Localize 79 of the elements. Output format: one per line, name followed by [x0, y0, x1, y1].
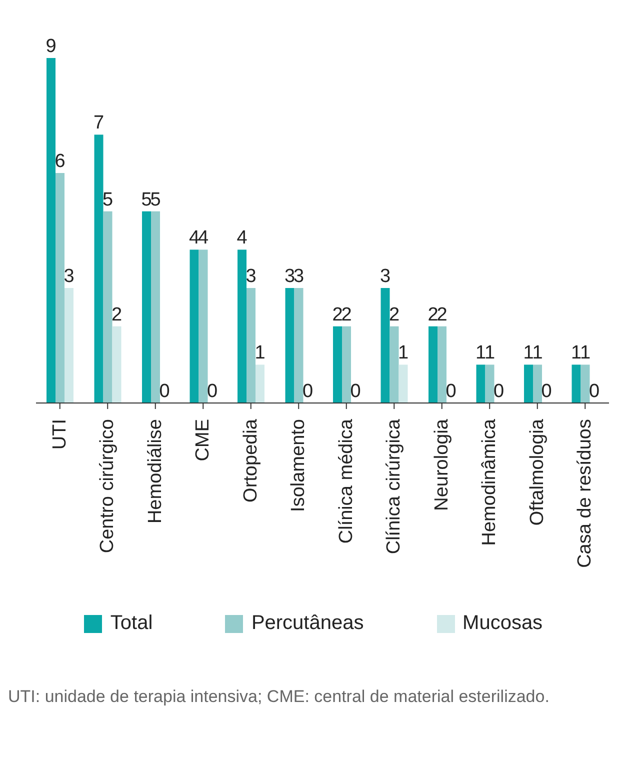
bar [580, 364, 590, 403]
bar [428, 326, 438, 403]
data-label: 1 [580, 342, 591, 364]
data-label: 6 [54, 151, 66, 172]
bar [533, 364, 542, 403]
x-tick-label: Oftalmologia [526, 418, 548, 526]
bar [94, 134, 104, 403]
data-label: 0 [541, 381, 552, 402]
data-label: 1 [523, 342, 534, 364]
data-label: 5 [150, 189, 161, 210]
x-tick-label: Isolamento [288, 419, 310, 512]
x-tick-label: CME [192, 419, 214, 462]
bar [64, 288, 74, 403]
data-label: 0 [588, 381, 600, 402]
data-label: 0 [159, 381, 170, 402]
data-label: 0 [206, 381, 218, 402]
data-label: 4 [198, 228, 209, 249]
data-label: 0 [350, 381, 361, 402]
data-label: 2 [436, 304, 448, 326]
bar [285, 288, 294, 403]
data-label: 3 [284, 266, 296, 287]
x-tick-label: Clínica médica [336, 418, 357, 544]
bar [524, 364, 534, 403]
x-tick-label: Ortopedia [240, 418, 262, 502]
data-label: 2 [332, 304, 343, 326]
bar [238, 250, 247, 403]
bar [398, 364, 408, 403]
bar [572, 364, 581, 403]
text: UTI: unidade de terapia intensiva; CME: central de material esterilizado. [8, 686, 550, 708]
data-label: 4 [188, 228, 200, 249]
bar [112, 326, 122, 403]
data-label: 3 [246, 266, 256, 287]
legend-label: Total [110, 612, 153, 635]
bar [485, 364, 494, 403]
data-label: 0 [302, 381, 314, 402]
bar [142, 211, 152, 403]
data-label: 0 [493, 381, 504, 402]
data-label: 7 [93, 112, 104, 134]
data-label: 9 [46, 36, 56, 57]
data-label: 1 [570, 342, 582, 364]
data-label: 3 [64, 266, 74, 287]
bar [476, 364, 486, 403]
x-tick-label: Neurologia [431, 418, 452, 511]
data-label: 2 [111, 304, 122, 326]
data-label: 0 [446, 381, 456, 402]
bar [198, 250, 208, 403]
x-tick-label: Hemodiálise [144, 419, 166, 524]
legend-label: Percutâneas [251, 612, 364, 635]
bar [380, 288, 390, 403]
data-label: 1 [532, 342, 543, 364]
bar [390, 326, 399, 403]
legend-label: Mucosas [462, 612, 543, 635]
bar [294, 288, 304, 403]
x-tick-label: UTI [49, 419, 70, 450]
bar [333, 326, 342, 403]
data-label: 1 [484, 342, 496, 364]
x-tick-label: Casa de resíduos [574, 419, 596, 568]
data-label: 1 [475, 342, 486, 364]
x-tick-label: Centro cirúrgico [97, 419, 118, 554]
data-label: 4 [236, 228, 248, 249]
bar [56, 173, 65, 403]
data-label: 2 [388, 304, 400, 326]
bar [256, 364, 265, 403]
bar [151, 211, 160, 403]
data-label: 2 [341, 304, 352, 326]
bar [103, 211, 112, 403]
data-label: 1 [254, 342, 266, 364]
bar [342, 326, 352, 403]
bar [190, 250, 199, 403]
bar [246, 288, 256, 403]
data-label: 1 [398, 342, 409, 364]
bar [438, 326, 447, 403]
data-label: 3 [380, 266, 391, 287]
bar [46, 58, 56, 403]
x-tick-label: Clínica cirúrgica [384, 418, 405, 554]
data-label: 3 [293, 266, 304, 287]
x-tick-label: Hemodinâmica [479, 418, 500, 546]
data-label: 5 [141, 189, 152, 210]
data-label: 2 [428, 304, 438, 326]
